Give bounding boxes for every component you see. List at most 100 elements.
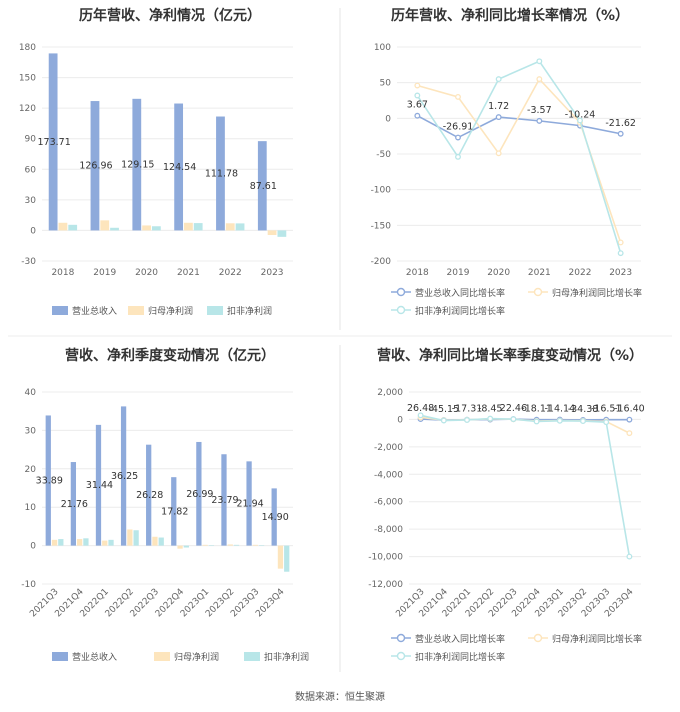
series-point-2 <box>414 92 421 99</box>
legend-marker <box>396 651 406 661</box>
bar-net-profit <box>227 544 233 546</box>
legend-label: 归母净利润 <box>148 305 193 317</box>
line-data-label: -34.38 <box>568 404 599 415</box>
x-tick-label: 2020 <box>135 268 158 278</box>
bar-net-profit <box>252 544 258 546</box>
legend-label: 扣非净利润同比增长率 <box>415 651 505 663</box>
legend-marker <box>533 287 543 297</box>
legend-swatch <box>244 652 260 661</box>
y-tick-label: -30 <box>21 257 36 267</box>
line-data-label: -18.11 <box>521 404 552 415</box>
series-line-2 <box>416 60 622 254</box>
bar-revenue <box>221 454 227 546</box>
bar-net-profit <box>77 539 83 546</box>
chart-quarterly-revenue-profit: -100102030402021Q32021Q42022Q12022Q22022… <box>21 388 309 663</box>
y-tick-label: 2,000 <box>377 388 403 398</box>
x-tick-label: 2022 <box>219 268 242 278</box>
chart4-title: 营收、净利同比增长率季度变动情况（%） <box>377 347 643 364</box>
line-data-label: -26.91 <box>443 122 474 133</box>
series-point-2 <box>510 416 517 423</box>
x-tick-label: 2018 <box>406 268 429 278</box>
line-data-label: -3.57 <box>527 105 552 116</box>
bar-net-profit <box>102 540 108 546</box>
bar-revenue <box>48 53 58 231</box>
x-tick-label: 2023Q4 <box>254 587 287 620</box>
bar-data-label: 21.94 <box>236 498 263 509</box>
bar-deducted-profit <box>108 539 114 546</box>
bar-revenue <box>70 462 77 546</box>
legend-label: 归母净利润 <box>174 651 219 663</box>
legend-label: 营业总收入同比增长率 <box>415 287 505 299</box>
bar-data-label: 26.28 <box>136 490 163 501</box>
bar-net-profit <box>177 545 183 549</box>
source-note: 数据来源：恒生聚源 <box>295 690 385 703</box>
bar-net-profit <box>267 230 277 236</box>
legend-marker <box>396 305 406 315</box>
bar-revenue <box>174 103 184 231</box>
bar-deducted-profit <box>68 224 78 231</box>
line-data-label: 26.48 <box>407 403 434 414</box>
bar-deducted-profit <box>258 545 265 546</box>
y-tick-label: 90 <box>25 135 37 145</box>
y-tick-label: 10 <box>25 503 37 513</box>
legend-swatch <box>52 652 68 661</box>
x-tick-label: 2022 <box>569 268 592 278</box>
y-tick-label: 20 <box>25 465 37 475</box>
series-point-2 <box>603 419 610 426</box>
legend-marker <box>396 633 406 643</box>
x-tick-label: 2018 <box>51 268 74 278</box>
line-data-label: -17.31 <box>452 404 483 415</box>
y-tick-label: -6,000 <box>374 498 403 508</box>
legend-swatch <box>154 652 170 661</box>
legend-label: 营业总收入同比增长率 <box>415 633 505 645</box>
series-point-2 <box>440 417 447 424</box>
series-point-0 <box>617 130 624 137</box>
y-tick-label: 120 <box>19 104 36 114</box>
y-tick-label: -2,000 <box>374 443 403 453</box>
series-point-2 <box>617 250 624 257</box>
series-point-1 <box>495 150 502 157</box>
bar-deducted-profit <box>284 545 290 572</box>
series-point-2 <box>580 418 586 425</box>
legend-label: 归母净利润同比增长率 <box>552 633 642 645</box>
y-tick-label: 150 <box>19 74 36 84</box>
bar-data-label: 126.96 <box>79 161 112 172</box>
series-point-1 <box>414 82 421 89</box>
bar-revenue <box>196 441 202 546</box>
bar-data-label: 87.61 <box>250 181 277 192</box>
x-tick-label: 2023 <box>609 268 632 278</box>
line-data-label: -8.45 <box>478 404 503 415</box>
bar-revenue <box>45 415 51 546</box>
bar-deducted-profit <box>193 223 203 231</box>
bar-data-label: 21.76 <box>61 499 88 510</box>
bar-data-label: 23.79 <box>211 495 238 506</box>
legend-swatch <box>52 306 68 315</box>
legend-label: 扣非净利润 <box>264 651 309 663</box>
chart-quarterly-growth-rate: -12,000-10,000-8,000-6,000-4,000-2,00002… <box>368 388 644 663</box>
bar-net-profit <box>100 220 110 231</box>
bar-data-label: 129.15 <box>121 160 154 171</box>
y-tick-label: 0 <box>397 415 403 425</box>
y-tick-label: 100 <box>374 43 391 53</box>
bar-deducted-profit <box>158 537 164 546</box>
series-point-0 <box>495 114 502 121</box>
series-point-2 <box>487 415 494 422</box>
x-tick-label: 2021 <box>177 268 200 278</box>
line-data-label: 22.46 <box>500 403 527 414</box>
bar-revenue <box>132 98 142 231</box>
bar-deducted-profit <box>183 545 189 548</box>
line-data-label: 3.67 <box>407 100 428 111</box>
bar-deducted-profit <box>58 539 64 546</box>
bar-deducted-profit <box>233 544 240 546</box>
series-line-0 <box>416 115 621 139</box>
bar-data-label: 36.25 <box>111 471 138 482</box>
bar-revenue <box>146 444 152 546</box>
bar-net-profit <box>277 545 284 569</box>
bar-data-label: 17.82 <box>161 506 188 517</box>
bar-deducted-profit <box>83 538 89 546</box>
x-tick-label: 2021 <box>528 268 551 278</box>
series-point-0 <box>455 134 461 141</box>
y-tick-label: -100 <box>371 186 392 196</box>
bar-data-label: 124.54 <box>163 162 196 173</box>
